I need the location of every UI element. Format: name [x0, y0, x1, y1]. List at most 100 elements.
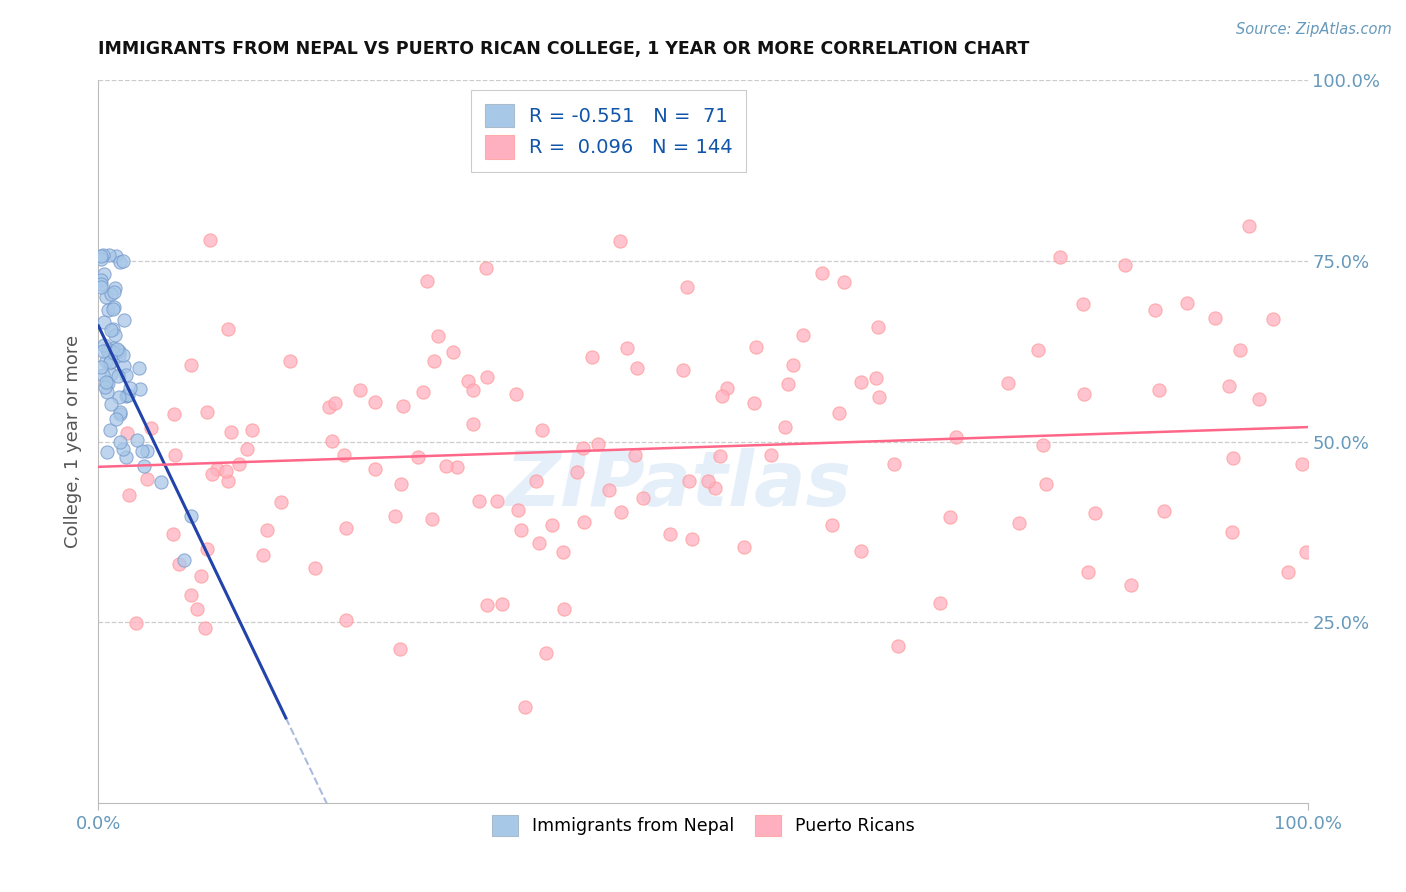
Point	[335, 613, 357, 627]
Point	[91, 344, 114, 359]
Point	[475, 370, 498, 384]
Point	[1222, 450, 1244, 465]
Point	[711, 389, 734, 403]
Point	[104, 280, 127, 294]
Point	[598, 483, 620, 498]
Point	[90, 360, 112, 375]
Point	[626, 360, 648, 375]
Point	[335, 521, 357, 535]
Point	[252, 548, 274, 562]
Point	[457, 374, 479, 388]
Point	[883, 458, 905, 472]
Point	[1071, 297, 1094, 311]
Point	[1261, 311, 1284, 326]
Point	[773, 420, 796, 434]
Point	[90, 273, 112, 287]
Point	[108, 405, 131, 419]
Point	[716, 381, 738, 395]
Point	[217, 474, 239, 488]
Point	[139, 421, 162, 435]
Point	[704, 481, 727, 495]
Point	[318, 400, 340, 414]
Y-axis label: College, 1 year or more: College, 1 year or more	[65, 335, 83, 548]
Point	[834, 275, 856, 289]
Point	[93, 379, 115, 393]
Point	[553, 602, 575, 616]
Point	[118, 382, 141, 396]
Legend: Immigrants from Nepal, Puerto Ricans: Immigrants from Nepal, Puerto Ricans	[484, 806, 922, 845]
Point	[408, 450, 430, 464]
Point	[219, 425, 242, 439]
Point	[1049, 250, 1071, 264]
Point	[162, 526, 184, 541]
Point	[128, 382, 150, 396]
Point	[111, 254, 134, 268]
Point	[215, 465, 238, 479]
Point	[235, 442, 257, 457]
Point	[150, 475, 173, 489]
Point	[811, 266, 834, 280]
Point	[505, 386, 527, 401]
Point	[696, 474, 718, 488]
Point	[851, 544, 873, 558]
Point	[567, 465, 589, 479]
Point	[1175, 296, 1198, 310]
Point	[110, 407, 132, 421]
Point	[513, 699, 536, 714]
Point	[103, 300, 125, 314]
Point	[574, 515, 596, 529]
Point	[105, 342, 128, 356]
Point	[90, 252, 112, 266]
Point	[997, 376, 1019, 391]
Point	[928, 596, 950, 610]
Point	[103, 341, 125, 355]
Point	[90, 249, 112, 263]
Point	[112, 442, 135, 457]
Point	[782, 358, 804, 372]
Point	[96, 445, 118, 459]
Point	[91, 368, 114, 382]
Point	[132, 458, 155, 473]
Point	[136, 444, 159, 458]
Point	[197, 542, 219, 557]
Point	[553, 544, 575, 558]
Point	[364, 462, 387, 476]
Point	[96, 385, 118, 400]
Point	[117, 425, 139, 440]
Point	[107, 369, 129, 384]
Point	[467, 494, 489, 508]
Point	[96, 375, 118, 389]
Point	[631, 491, 654, 505]
Point	[434, 458, 457, 473]
Point	[1220, 524, 1243, 539]
Point	[118, 488, 141, 502]
Point	[1237, 219, 1260, 233]
Point	[778, 377, 800, 392]
Point	[865, 371, 887, 385]
Point	[112, 359, 135, 373]
Point	[190, 568, 212, 582]
Point	[1008, 516, 1031, 530]
Point	[446, 460, 468, 475]
Point	[104, 249, 127, 263]
Point	[572, 441, 595, 455]
Point	[416, 274, 439, 288]
Point	[93, 267, 115, 281]
Point	[107, 344, 129, 359]
Point	[240, 424, 263, 438]
Point	[1119, 578, 1142, 592]
Point	[792, 328, 814, 343]
Point	[1114, 258, 1136, 272]
Point	[1032, 438, 1054, 452]
Point	[868, 319, 890, 334]
Point	[868, 390, 890, 404]
Point	[1035, 477, 1057, 491]
Point	[1249, 392, 1271, 406]
Point	[709, 449, 731, 463]
Point	[939, 509, 962, 524]
Point	[1073, 386, 1095, 401]
Point	[676, 280, 699, 294]
Point	[389, 641, 412, 656]
Point	[180, 588, 202, 602]
Point	[581, 350, 603, 364]
